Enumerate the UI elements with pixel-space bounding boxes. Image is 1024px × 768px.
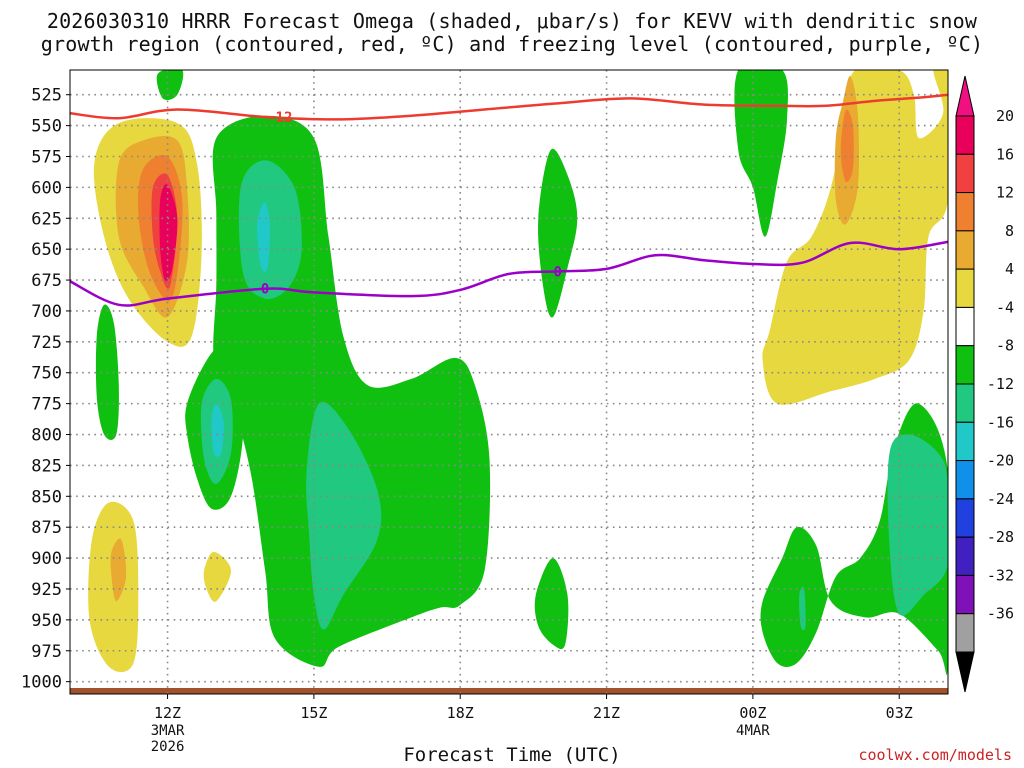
colorbar-swatch — [955, 536, 975, 576]
colorbar-label: -24 — [987, 490, 1014, 508]
y-tick-label: 625 — [31, 209, 62, 229]
colorbar-swatch — [955, 230, 975, 270]
x-tick-label: 03Z — [886, 704, 913, 722]
colorbar-label: -28 — [987, 528, 1014, 546]
omega-region-9 — [762, 70, 948, 405]
colorbar-label: -32 — [987, 566, 1014, 584]
colorbar-label: 12 — [996, 184, 1014, 202]
y-tick-label: 600 — [31, 178, 62, 198]
y-tick-label: 825 — [31, 456, 62, 476]
colorbar-swatch — [955, 383, 975, 423]
y-tick-label: 875 — [31, 518, 62, 538]
chart-title-line-1: 2026030310 HRRR Forecast Omega (shaded, … — [46, 9, 978, 33]
colorbar-swatch — [955, 574, 975, 615]
contour-lines — [70, 93, 948, 307]
dgz-contour-label: -12 — [267, 110, 292, 126]
x-axis-label: Forecast Time (UTC) — [403, 744, 621, 766]
y-tick-label: 975 — [31, 642, 62, 662]
omega-region-11 — [840, 109, 854, 183]
colorbar-label: -8 — [996, 337, 1014, 355]
x-tick-sublabel: 3MAR — [151, 723, 185, 739]
x-tick-label: 12Z — [154, 704, 181, 722]
omega-region-25 — [257, 202, 271, 272]
omega-region-24 — [799, 586, 806, 631]
y-tick-label: 800 — [31, 426, 62, 446]
colorbar-top-arrow — [955, 75, 975, 117]
x-tick-label: 18Z — [447, 704, 474, 722]
omega-region-4 — [159, 184, 178, 281]
colorbar-label: -12 — [987, 375, 1014, 393]
y-tick-label: 650 — [31, 240, 62, 260]
y-tick-label: 950 — [31, 611, 62, 631]
omega-region-7 — [203, 551, 232, 602]
y-tick-label: 725 — [31, 333, 62, 353]
omega-region-20 — [238, 160, 302, 300]
y-tick-label: 525 — [31, 86, 62, 106]
omega-region-18 — [734, 70, 788, 237]
y-tick-label: 850 — [31, 487, 62, 507]
colorbar-label: 8 — [1005, 222, 1014, 240]
x-tick-label: 15Z — [300, 704, 327, 722]
colorbar-swatch — [955, 115, 975, 155]
colorbar-swatch — [955, 345, 975, 385]
dgz-contour-line — [70, 93, 948, 121]
y-tick-label: 750 — [31, 364, 62, 384]
ground-strip — [70, 688, 948, 694]
grid-lines — [70, 70, 948, 694]
y-tick-label: 700 — [31, 302, 62, 322]
omega-region-13 — [156, 70, 184, 101]
x-tick-sublabel: 2026 — [151, 739, 185, 755]
colorbar-swatch — [955, 460, 975, 500]
omega-region-6 — [110, 538, 127, 602]
colorbar-bottom-arrow — [955, 651, 975, 693]
colorbar-swatch — [955, 613, 975, 653]
colorbar-swatch — [955, 498, 975, 538]
y-tick-label: 1000 — [21, 673, 62, 693]
y-tick-label: 575 — [31, 147, 62, 167]
freezing-contour-label-1: 0 — [554, 264, 562, 280]
y-tick-label: 925 — [31, 580, 62, 600]
omega-shaded-regions — [88, 70, 948, 676]
omega-region-26 — [211, 403, 224, 457]
contour-labels: -12 0 0 — [261, 110, 562, 298]
colorbar-label: 4 — [1005, 260, 1014, 278]
omega-region-22 — [306, 401, 382, 630]
omega-region-17 — [534, 558, 569, 650]
colorbar-swatch — [955, 153, 975, 194]
omega-region-23 — [887, 434, 948, 616]
colorbar-swatch — [955, 421, 975, 462]
colorbar-label: -36 — [987, 605, 1014, 623]
y-tick-label: 675 — [31, 271, 62, 291]
y-tick-label: 775 — [31, 395, 62, 415]
chart-title-line-2: growth region (contoured, red, ºC) and f… — [40, 32, 984, 56]
y-tick-label: 550 — [31, 117, 62, 137]
colorbar-label: -20 — [987, 452, 1014, 470]
ground-layer — [70, 688, 948, 694]
colorbar-legend: 20 16 12 8 4 -4 -8 -12 -16 -20 -24 -28 -32 -36 — [955, 75, 1014, 693]
colorbar-label: -4 — [996, 298, 1014, 316]
colorbar-label: 20 — [996, 107, 1014, 125]
colorbar-swatch — [955, 192, 975, 232]
plot-frame — [69, 69, 949, 695]
colorbar-label: -16 — [987, 413, 1014, 431]
x-tick-label: 00Z — [739, 704, 766, 722]
colorbar-swatch — [955, 306, 975, 347]
freezing-level-contour-line — [70, 240, 948, 307]
credit-link[interactable]: coolwx.com/models — [858, 746, 1012, 764]
y-tick-label: 900 — [31, 549, 62, 569]
y-axis: 525 550 575 600 625 650 675 700 725 750 775 800 825 8… — [21, 86, 70, 693]
omega-region-16 — [538, 148, 578, 318]
x-tick-sublabel: 4MAR — [736, 723, 770, 739]
x-tick-label: 21Z — [593, 704, 620, 722]
colorbar-label: 16 — [996, 145, 1014, 163]
colorbar-swatch — [955, 268, 975, 308]
freezing-contour-label-0: 0 — [261, 282, 269, 298]
